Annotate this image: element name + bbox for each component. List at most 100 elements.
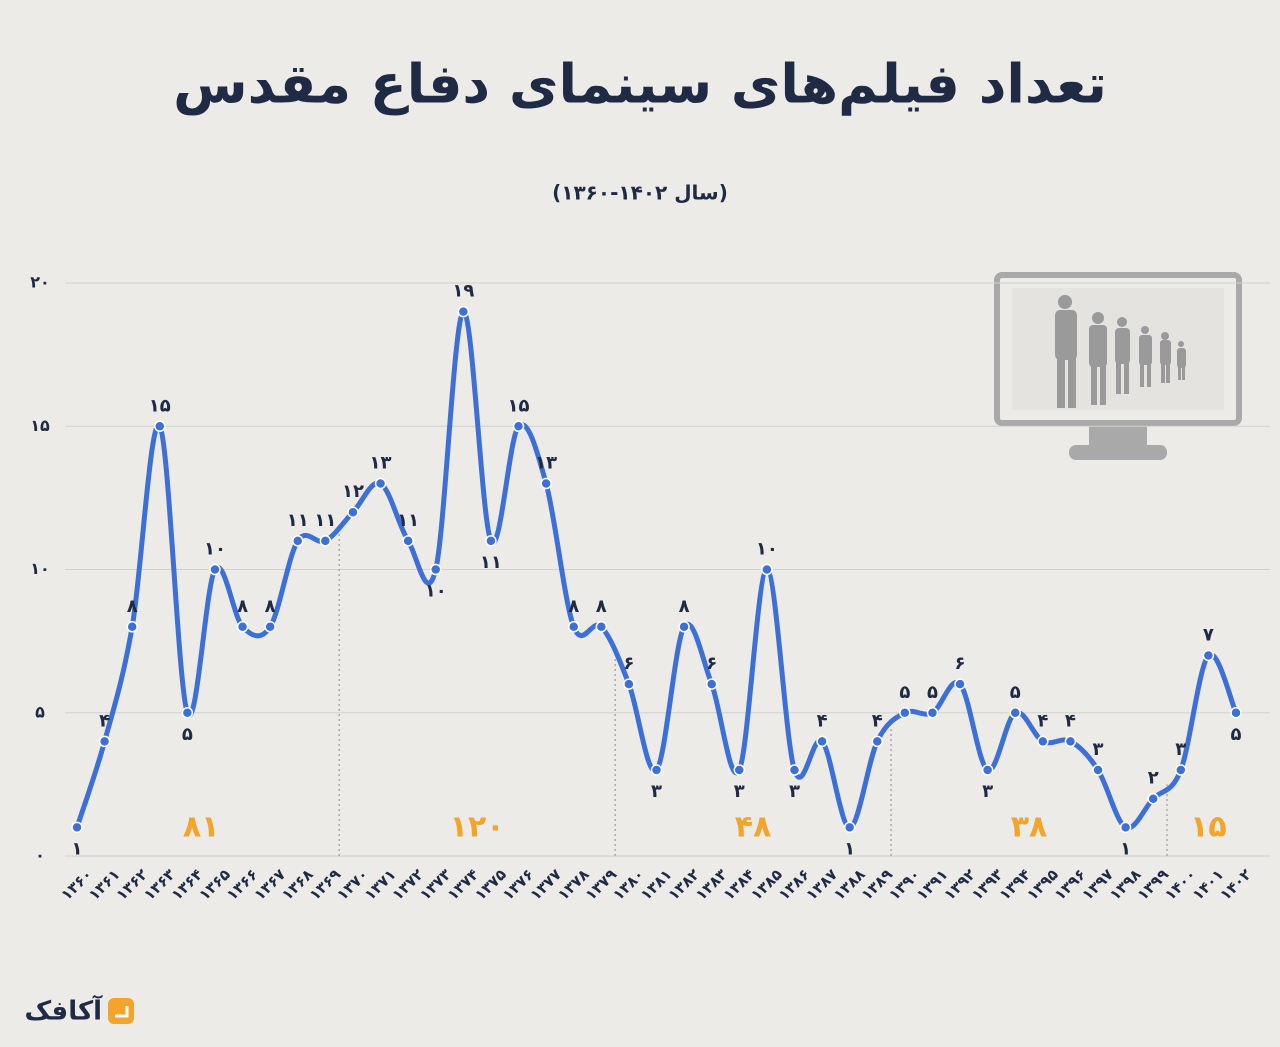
y-tick-label: ۱۵ bbox=[30, 416, 50, 435]
y-tick-label: ۵ bbox=[35, 702, 45, 721]
point bbox=[567, 621, 580, 633]
line bbox=[74, 309, 1239, 831]
point bbox=[843, 821, 856, 834]
point-label: ۳ bbox=[1175, 739, 1186, 760]
point bbox=[981, 764, 994, 776]
y-tick-label: ۰ bbox=[35, 846, 45, 865]
point-label: ۱۰ bbox=[756, 539, 778, 560]
group-total: ۱۵ bbox=[1190, 810, 1227, 845]
point bbox=[429, 563, 442, 576]
group-total: ۱۲۰ bbox=[450, 810, 505, 845]
point bbox=[871, 735, 884, 748]
point bbox=[98, 735, 111, 748]
point bbox=[899, 707, 911, 719]
point-label: ۱۱ bbox=[397, 510, 419, 531]
point-label: ۳ bbox=[982, 781, 993, 802]
point-label: ۸ bbox=[237, 596, 248, 617]
point bbox=[705, 678, 718, 690]
brand-logo: آکافک bbox=[25, 995, 134, 1027]
brand-name: آکافک bbox=[25, 995, 104, 1027]
point-label: ۵ bbox=[182, 724, 193, 745]
point bbox=[1202, 649, 1215, 662]
chart-title: تعداد فیلم‌های سینمای دفاع مقدس bbox=[173, 53, 1107, 116]
point-label: ۱۲ bbox=[342, 481, 364, 502]
y-tick-label: ۲۰ bbox=[30, 273, 50, 292]
point-label: ۴ bbox=[1037, 710, 1048, 731]
point-label: ۸ bbox=[265, 596, 276, 617]
point bbox=[126, 621, 138, 633]
point bbox=[319, 535, 332, 547]
point-label: ۵ bbox=[899, 682, 910, 703]
point-label: ۱ bbox=[72, 838, 83, 859]
point bbox=[1037, 735, 1049, 748]
point bbox=[1092, 764, 1104, 776]
point-label: ۸ bbox=[127, 596, 138, 617]
chart-subtitle: (سال ۱۴۰۲-۱۳۶۰) bbox=[552, 181, 728, 205]
point-label: ۱ bbox=[1120, 838, 1131, 859]
point bbox=[1119, 821, 1132, 834]
point-label: ۱۵ bbox=[149, 395, 171, 416]
group-total: ۴۸ bbox=[735, 810, 772, 845]
x-tick-label: ۱۴۰۲ bbox=[1216, 865, 1255, 904]
point-label: ۴ bbox=[1065, 710, 1076, 731]
point-label: ۵ bbox=[1231, 724, 1242, 745]
point bbox=[540, 477, 552, 490]
point-label: ۶ bbox=[623, 653, 634, 674]
point bbox=[181, 707, 194, 719]
point bbox=[733, 764, 746, 776]
point-label: ۴ bbox=[99, 710, 110, 731]
point-label: ۱۵ bbox=[508, 395, 530, 416]
point bbox=[678, 621, 690, 633]
point-label: ۱۳ bbox=[535, 453, 557, 474]
point bbox=[926, 707, 939, 719]
point-label: ۷ bbox=[1203, 624, 1214, 645]
point bbox=[788, 764, 801, 776]
point bbox=[292, 535, 304, 547]
point-label: ۱۱ bbox=[480, 552, 502, 573]
point bbox=[347, 506, 359, 518]
point-label: ۲ bbox=[1148, 768, 1159, 789]
point bbox=[761, 563, 773, 576]
point-label: ۱۱ bbox=[287, 510, 309, 531]
point-label: ۱ bbox=[844, 838, 855, 859]
point bbox=[1064, 735, 1077, 748]
point-label: ۱۰ bbox=[204, 539, 226, 560]
point-label: ۸ bbox=[679, 596, 690, 617]
y-tick-label: ۱۰ bbox=[30, 559, 50, 578]
point-label: ۴ bbox=[872, 710, 883, 731]
point-label: ۶ bbox=[955, 653, 966, 674]
point-label: ۳ bbox=[1093, 739, 1104, 760]
point bbox=[1175, 764, 1187, 776]
point-label: ۸ bbox=[596, 596, 607, 617]
point-label: ۳ bbox=[789, 781, 800, 802]
group-total: ۸۱ bbox=[183, 810, 220, 845]
point bbox=[209, 563, 221, 576]
point bbox=[512, 420, 525, 432]
point bbox=[402, 535, 414, 547]
point bbox=[816, 735, 828, 748]
point bbox=[623, 678, 635, 690]
point bbox=[485, 535, 497, 547]
point bbox=[374, 477, 387, 490]
point-label: ۳ bbox=[651, 781, 662, 802]
point-label: ۵ bbox=[1010, 682, 1021, 703]
point bbox=[236, 621, 249, 633]
point bbox=[1009, 707, 1021, 719]
point bbox=[954, 678, 966, 690]
point bbox=[71, 821, 83, 834]
point-label: ۵ bbox=[927, 682, 938, 703]
monitor-icon bbox=[994, 272, 1242, 460]
point bbox=[154, 420, 166, 432]
group-total: ۳۸ bbox=[1011, 810, 1048, 845]
point bbox=[264, 621, 276, 633]
point-label: ۱۳ bbox=[370, 453, 392, 474]
point-label: ۱۹ bbox=[452, 281, 474, 302]
point-label: ۴ bbox=[817, 710, 828, 731]
point bbox=[595, 621, 608, 633]
point bbox=[650, 764, 663, 776]
point bbox=[1147, 792, 1159, 805]
point-label: ۶ bbox=[706, 653, 717, 674]
point-label: ۳ bbox=[734, 781, 745, 802]
point bbox=[457, 305, 470, 318]
